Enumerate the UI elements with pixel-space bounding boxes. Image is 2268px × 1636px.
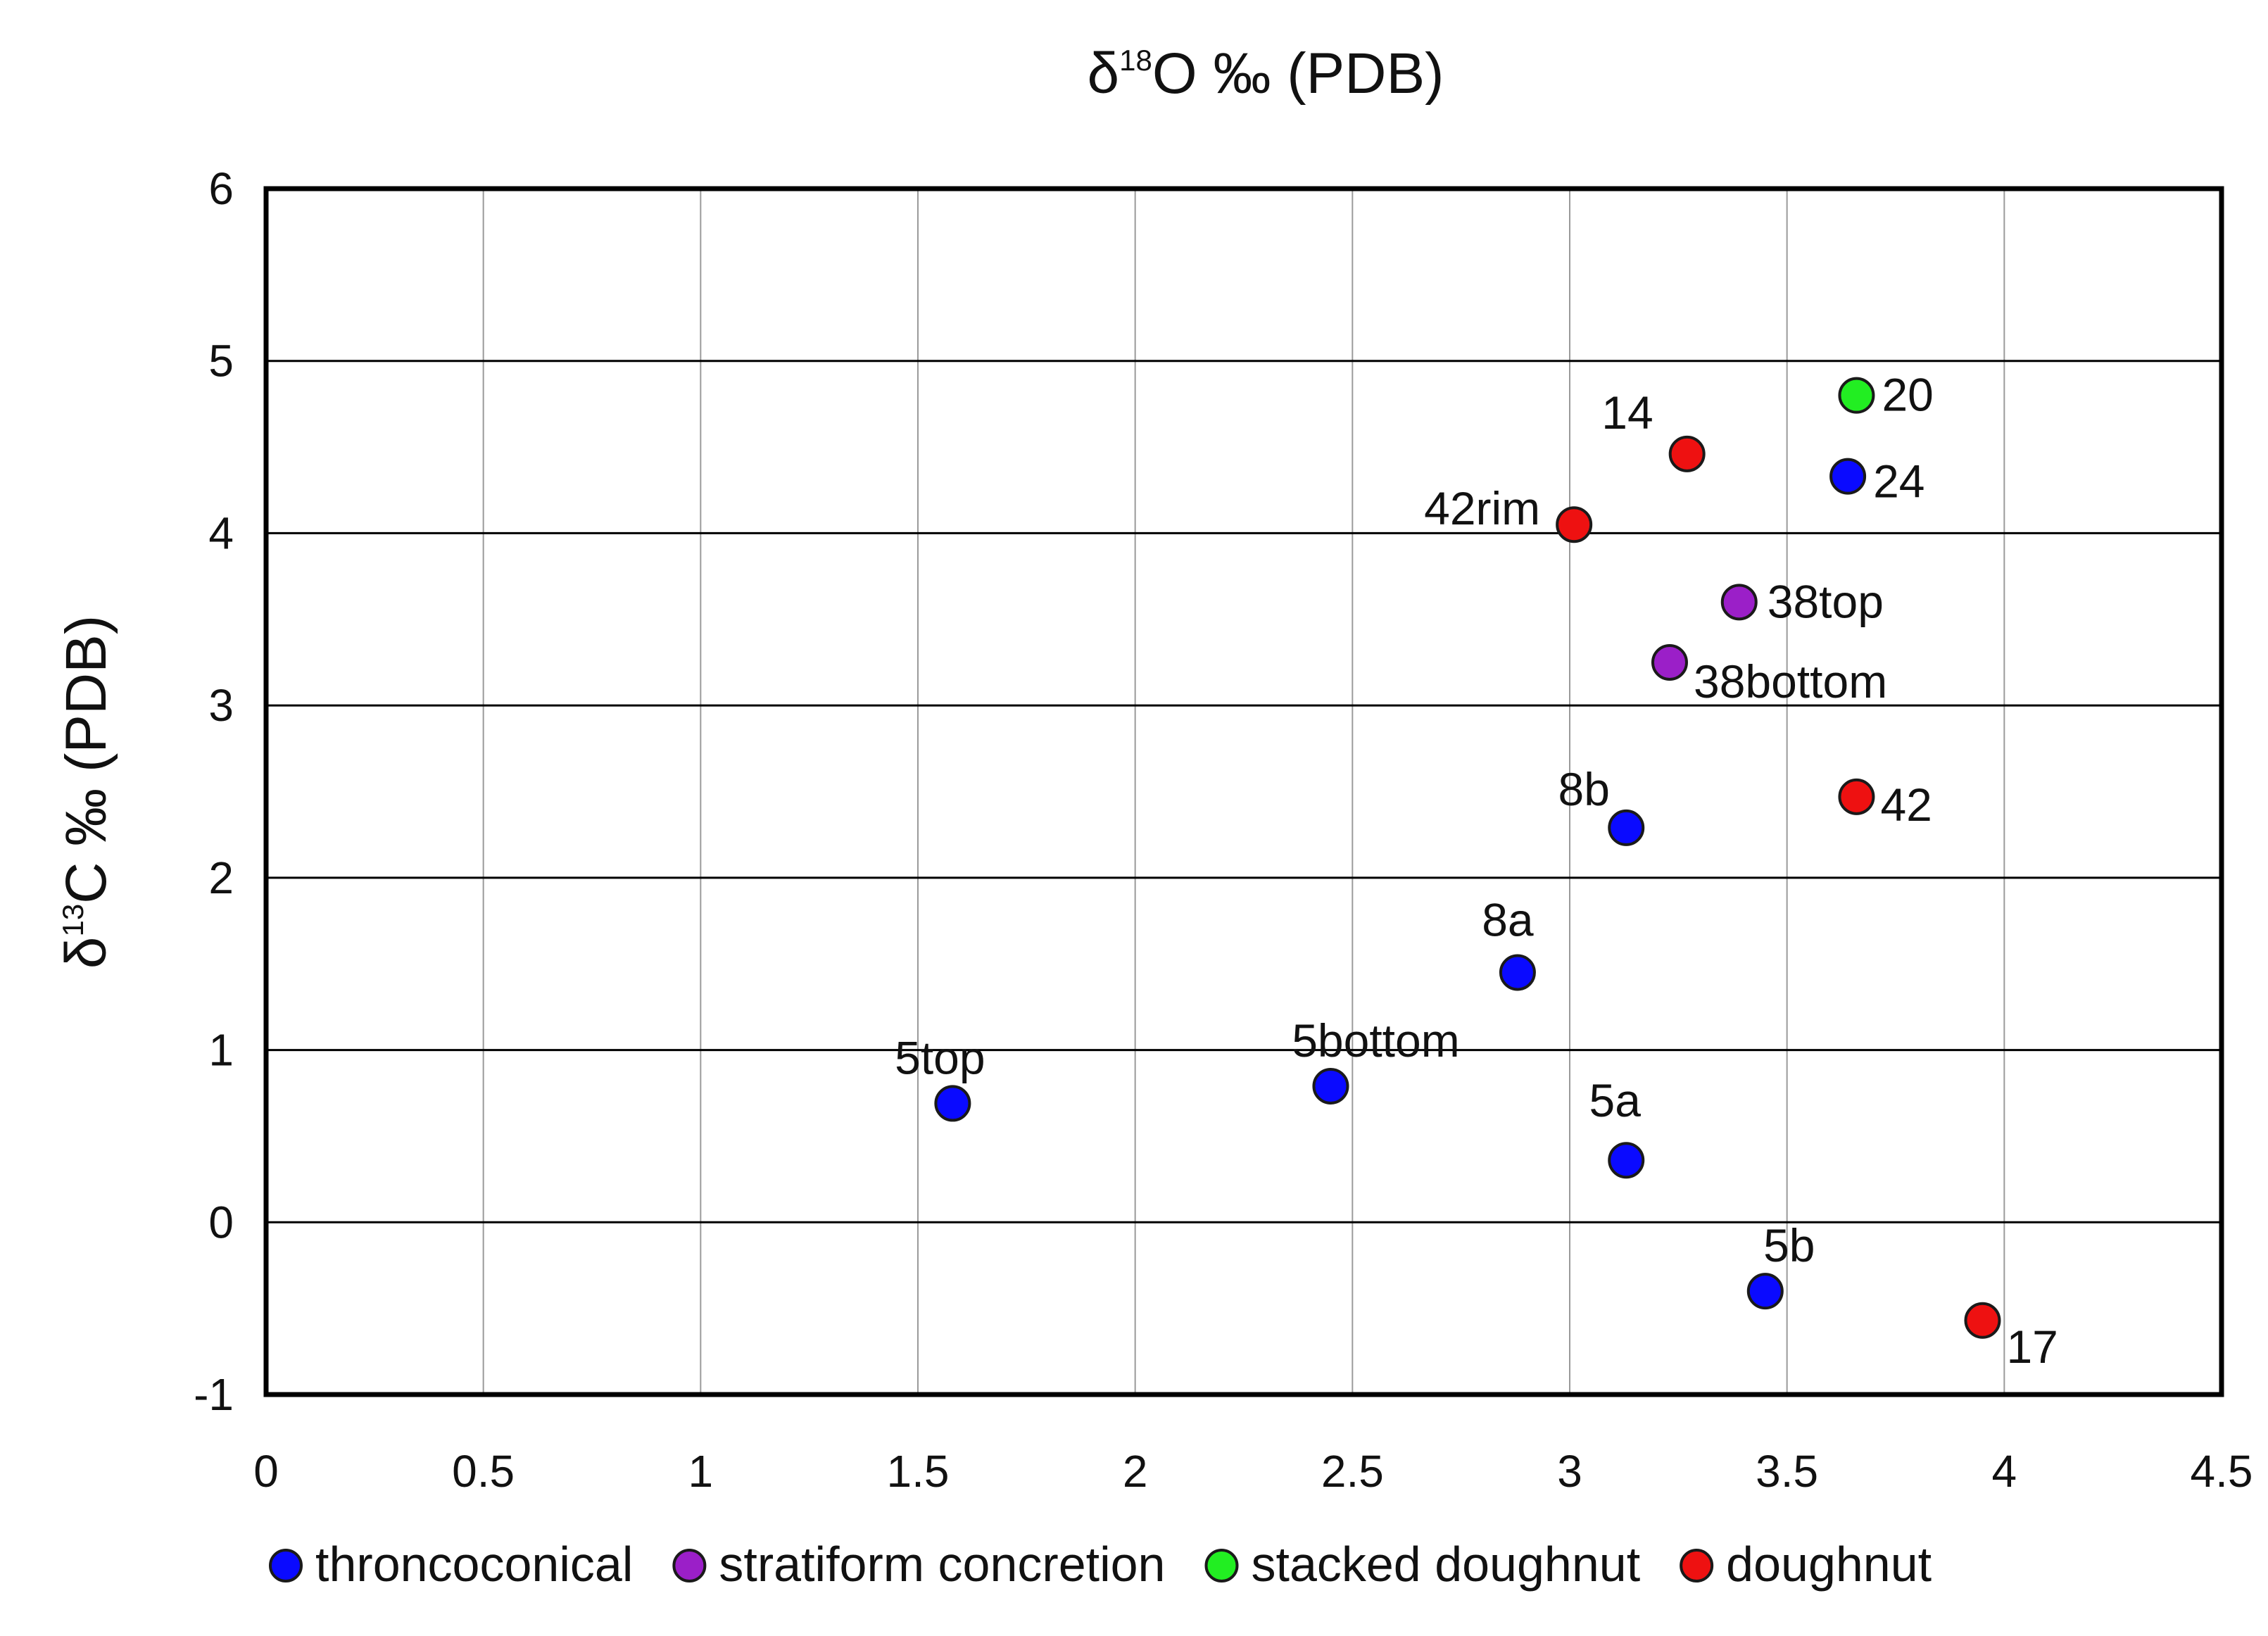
x-tick-label: 0 <box>253 1446 279 1497</box>
x-tick-label: 4.5 <box>2191 1446 2253 1497</box>
legend-label: doughnut <box>1726 1537 1932 1592</box>
data-point <box>1499 954 1536 991</box>
data-point <box>1608 1142 1645 1179</box>
point-label: 42 <box>1880 779 1932 831</box>
data-point <box>1829 458 1867 495</box>
data-point <box>1838 377 1875 414</box>
point-label: 20 <box>1882 369 1933 421</box>
data-point <box>1651 643 1688 681</box>
legend-marker <box>1680 1549 1714 1582</box>
y-tick-label: 0 <box>208 1197 234 1247</box>
x-axis-title: δ18O ‰ (PDB) <box>1088 42 1444 106</box>
legend-label: stratiform concretion <box>719 1537 1165 1592</box>
point-label: 38bottom <box>1694 655 1887 707</box>
y-axis-title-prefix: δ <box>54 937 118 969</box>
point-label: 5b <box>1763 1219 1815 1271</box>
y-tick-label: 1 <box>208 1025 234 1076</box>
x-tick-label: 2.5 <box>1321 1446 1384 1497</box>
data-point <box>1312 1067 1349 1105</box>
point-label: 38top <box>1768 575 1884 627</box>
data-point <box>1838 778 1875 815</box>
legend-marker <box>269 1549 303 1582</box>
x-tick-label: 1.5 <box>887 1446 950 1497</box>
point-label: 24 <box>1873 455 1924 508</box>
y-axis-title: δ13C ‰ (PDB) <box>54 615 118 969</box>
point-label: 5bottom <box>1292 1014 1459 1066</box>
point-labels: 5top 5bottom 8a 8b 5a 5b 24 38top 38bottom 20 14 42… <box>895 369 2058 1373</box>
y-tick-label: 5 <box>208 336 234 386</box>
point-label: 5top <box>895 1031 985 1083</box>
data-point <box>1608 809 1645 846</box>
x-tick-label: 1 <box>688 1446 714 1497</box>
grid-lines <box>266 189 2222 1395</box>
data-point <box>934 1085 971 1122</box>
x-axis-title-prefix: δ <box>1088 42 1120 106</box>
data-point <box>1720 584 1758 621</box>
point-label: 14 <box>1601 386 1653 439</box>
data-point <box>1746 1273 1784 1310</box>
y-tick-label: 3 <box>208 680 234 731</box>
legend: throncoconical stratiform concretion stack… <box>269 1537 1932 1592</box>
y-axis-title-sup: 13 <box>56 904 89 937</box>
y-tick-label: 4 <box>208 508 234 558</box>
x-tick-labels: 0 0.5 1 1.5 2 2.5 3 3.5 4 4.5 <box>253 1446 2253 1497</box>
x-tick-label: 2 <box>1123 1446 1148 1497</box>
x-tick-label: 0.5 <box>452 1446 515 1497</box>
x-axis-title-rest: O ‰ (PDB) <box>1152 42 1444 106</box>
plot-area-frame <box>263 186 2224 1397</box>
point-label: 17 <box>2006 1321 2058 1373</box>
x-axis-title-sup: 18 <box>1119 44 1152 77</box>
legend-label: throncoconical <box>315 1537 633 1592</box>
data-point <box>1556 506 1593 543</box>
y-tick-label: -1 <box>194 1369 234 1420</box>
y-tick-label: 6 <box>208 163 234 214</box>
legend-marker <box>1204 1549 1239 1582</box>
y-tick-label: 2 <box>208 852 234 903</box>
point-label: 8b <box>1558 763 1610 815</box>
point-label: 5a <box>1589 1074 1642 1126</box>
y-axis-title-rest: C ‰ (PDB) <box>54 615 118 904</box>
data-points <box>934 377 2001 1339</box>
x-tick-label: 4 <box>1992 1446 2017 1497</box>
legend-marker <box>672 1549 707 1582</box>
point-label: 42rim <box>1424 482 1540 534</box>
x-tick-label: 3 <box>1557 1446 1582 1497</box>
y-tick-labels: 6 5 4 3 2 1 0 -1 <box>194 163 234 1420</box>
legend-label: stacked doughnut <box>1252 1537 1641 1592</box>
point-label: 8a <box>1482 893 1534 945</box>
data-point <box>1668 435 1706 472</box>
x-tick-label: 3.5 <box>1756 1446 1818 1497</box>
data-point <box>1964 1302 2001 1339</box>
